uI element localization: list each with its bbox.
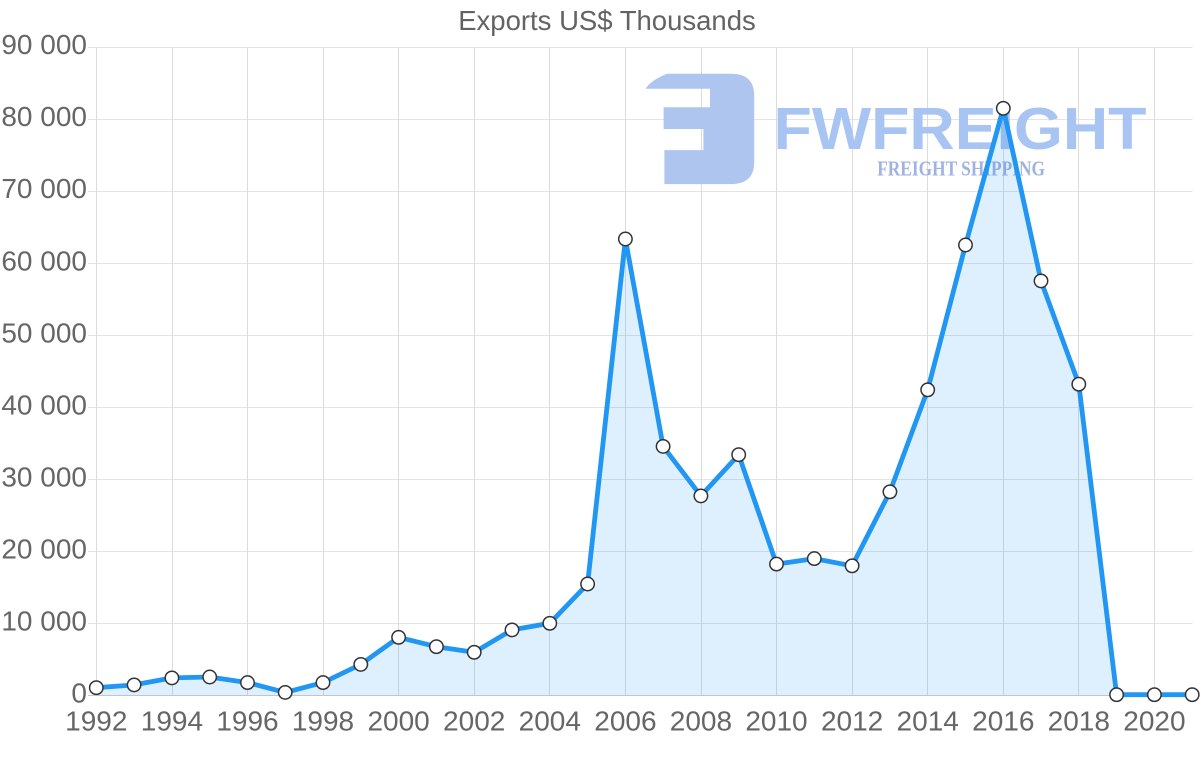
svg-text:1996: 1996 bbox=[216, 706, 278, 737]
svg-text:60 000: 60 000 bbox=[1, 245, 87, 276]
svg-text:2000: 2000 bbox=[367, 706, 429, 737]
svg-text:Exports US$ Thousands: Exports US$ Thousands bbox=[458, 5, 756, 36]
svg-text:2014: 2014 bbox=[897, 706, 959, 737]
svg-text:90 000: 90 000 bbox=[1, 29, 87, 60]
svg-text:2012: 2012 bbox=[821, 706, 883, 737]
svg-text:2006: 2006 bbox=[594, 706, 656, 737]
svg-text:2002: 2002 bbox=[443, 706, 505, 737]
svg-text:2008: 2008 bbox=[670, 706, 732, 737]
svg-text:80 000: 80 000 bbox=[1, 101, 87, 132]
svg-text:2010: 2010 bbox=[745, 706, 807, 737]
svg-text:20 000: 20 000 bbox=[1, 533, 87, 564]
svg-text:FWFREIGHT: FWFREIGHT bbox=[774, 96, 1147, 162]
svg-text:70 000: 70 000 bbox=[1, 173, 87, 204]
svg-text:0: 0 bbox=[71, 677, 87, 708]
svg-text:40 000: 40 000 bbox=[1, 389, 87, 420]
svg-text:2016: 2016 bbox=[972, 706, 1034, 737]
svg-text:2018: 2018 bbox=[1048, 706, 1110, 737]
svg-text:2004: 2004 bbox=[519, 706, 581, 737]
svg-text:30 000: 30 000 bbox=[1, 461, 87, 492]
svg-text:1998: 1998 bbox=[292, 706, 354, 737]
svg-text:2020: 2020 bbox=[1123, 706, 1185, 737]
svg-text:50 000: 50 000 bbox=[1, 317, 87, 348]
svg-text:1992: 1992 bbox=[65, 706, 127, 737]
svg-text:1994: 1994 bbox=[141, 706, 203, 737]
svg-text:10 000: 10 000 bbox=[1, 605, 87, 636]
